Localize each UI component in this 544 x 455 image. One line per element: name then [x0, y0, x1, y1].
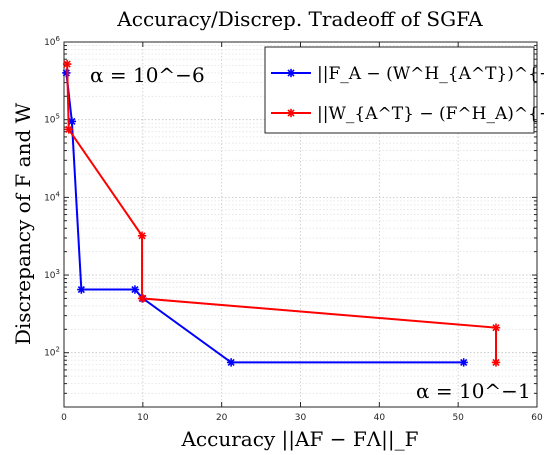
y-axis-label: Discrepancy of F and W [11, 102, 35, 345]
data-point [226, 358, 236, 367]
series-1 [62, 59, 501, 367]
legend: ||F_A − (W^H_{A^T})^{−1}||_F ||W_{A^T} − … [264, 46, 544, 134]
y-tick-label: 103 [44, 268, 60, 281]
series-line [66, 64, 498, 363]
x-tick-label: 10 [137, 413, 149, 423]
legend-label: ||W_{A^T} − (F^H_A)^{−1}||_F [317, 104, 544, 124]
data-point [137, 294, 147, 303]
chart-title: Accuracy/Discrep. Tradeoff of SGFA [116, 7, 483, 31]
legend-marker [286, 108, 296, 118]
annotation-alpha-small: α = 10^−6 [90, 63, 205, 87]
data-point [130, 285, 140, 294]
x-tick-labels: 0 10 20 30 40 50 60 [61, 413, 543, 423]
data-point [491, 358, 501, 367]
annotation-alpha-large: α = 10^−1 [416, 379, 531, 403]
y-tick-labels: 102 103 104 105 106 [44, 35, 60, 359]
x-tick-label: 30 [295, 413, 307, 423]
x-tick-label: 20 [216, 413, 228, 423]
y-tick-label: 106 [44, 35, 60, 48]
data-point [459, 358, 468, 367]
data-point [491, 323, 501, 332]
data-point [137, 231, 147, 240]
x-axis-label: Accuracy ||AF − FΛ||_F [180, 427, 418, 452]
legend-box [264, 46, 535, 134]
x-tick-label: 60 [531, 413, 543, 423]
data-point [64, 125, 73, 134]
x-tick-label: 0 [61, 413, 67, 423]
ticks [63, 41, 538, 408]
legend-entry-0: ||F_A − (W^H_{A^T})^{−1}||_F [271, 64, 544, 84]
data-point [62, 59, 72, 69]
data-point [67, 117, 77, 126]
data-point [77, 285, 86, 294]
x-tick-label: 50 [452, 413, 464, 423]
series [62, 59, 501, 367]
y-tick-label: 104 [44, 190, 60, 203]
x-tick-label: 40 [374, 413, 386, 423]
y-tick-label: 102 [44, 346, 60, 359]
legend-entry-1: ||W_{A^T} − (F^H_A)^{−1}||_F [271, 104, 544, 124]
y-tick-label: 105 [44, 113, 60, 126]
legend-label: ||F_A − (W^H_{A^T})^{−1}||_F [317, 64, 544, 84]
legend-marker [286, 68, 296, 78]
